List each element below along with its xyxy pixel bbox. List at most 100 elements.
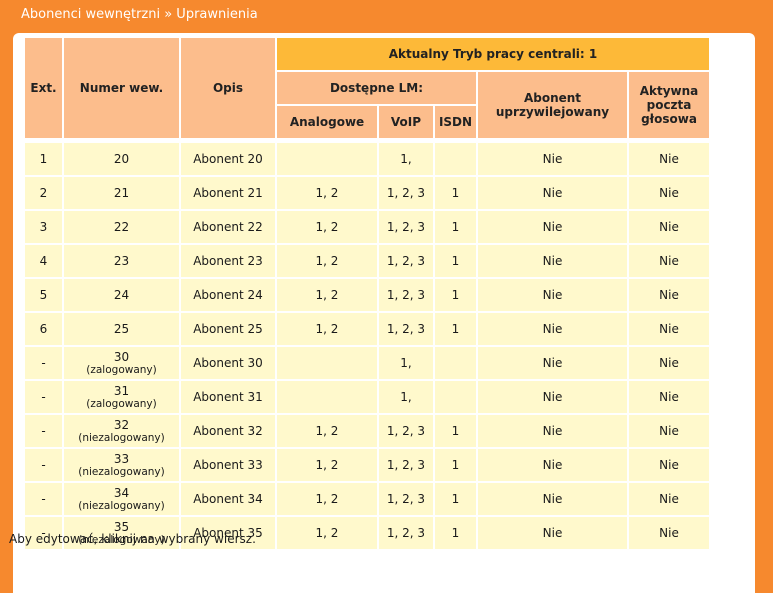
header-analog: Analogowe [277,106,377,138]
cell-analog: 1, 2 [277,313,377,345]
page-title: Abonenci wewnętrzni » Uprawnienia [21,7,258,22]
cell-voip: 1, [379,347,433,379]
cell-isdn: 1 [435,313,476,345]
cell-description: Abonent 31 [181,381,275,413]
cell-description: Abonent 20 [181,143,275,175]
cell-voip: 1, 2, 3 [379,279,433,311]
cell-voicemail: Nie [629,211,709,243]
cell-privileged: Nie [478,143,627,175]
header-mode: Aktualny Tryb pracy centrali: 1 [277,38,709,70]
cell-voip: 1, [379,143,433,175]
header-ext: Ext. [25,38,62,138]
header-number: Numer wew. [64,38,179,138]
cell-privileged: Nie [478,347,627,379]
number-value: 22 [113,220,130,234]
content-panel: Ext. Numer wew. Opis Aktualny Tryb pracy… [13,33,755,593]
cell-ext: - [25,449,62,481]
cell-analog: 1, 2 [277,245,377,277]
cell-ext: - [25,415,62,447]
header-description: Opis [181,38,275,138]
cell-voip: 1, 2, 3 [379,449,433,481]
cell-number: 22 [64,211,179,243]
login-status: (niezalogowany) [78,431,165,444]
cell-description: Abonent 21 [181,177,275,209]
cell-privileged: Nie [478,415,627,447]
cell-ext: - [25,347,62,379]
table-row[interactable]: - 33 (niezalogowany) Abonent 33 1, 2 1, 2… [25,449,709,481]
permissions-table: Ext. Numer wew. Opis Aktualny Tryb pracy… [23,36,711,551]
cell-voip: 1, 2, 3 [379,483,433,515]
cell-number: 35 (niezalogowany) [64,517,179,549]
cell-description: Abonent 30 [181,347,275,379]
cell-privileged: Nie [478,245,627,277]
cell-isdn: 1 [435,211,476,243]
cell-description: Abonent 24 [181,279,275,311]
login-status: (zalogowany) [86,397,157,410]
login-status: (zalogowany) [86,363,157,376]
table-row[interactable]: - 35 (niezalogowany) Abonent 35 1, 2 1, 2… [25,517,709,549]
table-row[interactable]: 4 23 Abonent 23 1, 2 1, 2, 3 1 Nie Nie [25,245,709,277]
number-value: 20 [113,152,130,166]
cell-voicemail: Nie [629,347,709,379]
table-row[interactable]: - 30 (zalogowany) Abonent 30 1, Nie Nie [25,347,709,379]
number-value: 24 [113,288,130,302]
cell-analog: 1, 2 [277,211,377,243]
cell-voip: 1, 2, 3 [379,177,433,209]
header-privileged: Abonent uprzywilejowany [478,72,627,138]
cell-ext: - [25,381,62,413]
cell-privileged: Nie [478,483,627,515]
cell-privileged: Nie [478,279,627,311]
cell-description: Abonent 33 [181,449,275,481]
number-value: 33 [113,451,130,466]
cell-analog: 1, 2 [277,483,377,515]
cell-analog: 1, 2 [277,517,377,549]
cell-number: 31 (zalogowany) [64,381,179,413]
table-row[interactable]: - 31 (zalogowany) Abonent 31 1, Nie Nie [25,381,709,413]
table-row[interactable]: 1 20 Abonent 20 1, Nie Nie [25,143,709,175]
cell-voicemail: Nie [629,177,709,209]
table-row[interactable]: 6 25 Abonent 25 1, 2 1, 2, 3 1 Nie Nie [25,313,709,345]
cell-number: 20 [64,143,179,175]
edit-hint: Aby edytować, kliknij na wybrany wiersz. [9,532,256,546]
table-row[interactable]: - 32 (niezalogowany) Abonent 32 1, 2 1, 2… [25,415,709,447]
cell-privileged: Nie [478,517,627,549]
cell-isdn: 1 [435,279,476,311]
number-value: 35 [113,519,130,534]
cell-isdn: 1 [435,177,476,209]
cell-privileged: Nie [478,211,627,243]
table-row[interactable]: 5 24 Abonent 24 1, 2 1, 2, 3 1 Nie Nie [25,279,709,311]
number-value: 34 [113,485,130,500]
number-value: 25 [113,322,130,336]
cell-analog [277,143,377,175]
cell-description: Abonent 22 [181,211,275,243]
cell-voip: 1, 2, 3 [379,211,433,243]
cell-voip: 1, 2, 3 [379,245,433,277]
title-bar: Abonenci wewnętrzni » Uprawnienia [0,0,773,33]
cell-voicemail: Nie [629,279,709,311]
spacer-row [25,140,709,141]
cell-number: 32 (niezalogowany) [64,415,179,447]
cell-description: Abonent 35 [181,517,275,549]
cell-voip: 1, [379,381,433,413]
cell-isdn: 1 [435,245,476,277]
cell-isdn [435,347,476,379]
cell-ext: 5 [25,279,62,311]
cell-voicemail: Nie [629,517,709,549]
table-row[interactable]: - 34 (niezalogowany) Abonent 34 1, 2 1, 2… [25,483,709,515]
cell-ext: 1 [25,143,62,175]
cell-ext: - [25,517,62,549]
cell-voicemail: Nie [629,381,709,413]
cell-voip: 1, 2, 3 [379,415,433,447]
cell-number: 30 (zalogowany) [64,347,179,379]
cell-analog: 1, 2 [277,449,377,481]
table-row[interactable]: 3 22 Abonent 22 1, 2 1, 2, 3 1 Nie Nie [25,211,709,243]
cell-voicemail: Nie [629,143,709,175]
header-voicemail: Aktywna poczta głosowa [629,72,709,138]
cell-voicemail: Nie [629,313,709,345]
cell-number: 25 [64,313,179,345]
cell-description: Abonent 34 [181,483,275,515]
table-row[interactable]: 2 21 Abonent 21 1, 2 1, 2, 3 1 Nie Nie [25,177,709,209]
cell-privileged: Nie [478,381,627,413]
cell-ext: - [25,483,62,515]
number-value: 23 [113,254,130,268]
